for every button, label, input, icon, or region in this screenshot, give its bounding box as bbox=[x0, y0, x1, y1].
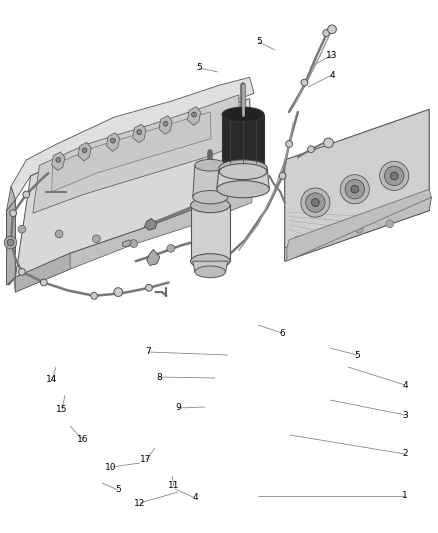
Circle shape bbox=[110, 138, 116, 143]
Polygon shape bbox=[159, 116, 172, 134]
Text: 4: 4 bbox=[192, 494, 198, 503]
Circle shape bbox=[355, 225, 363, 233]
Circle shape bbox=[163, 121, 168, 126]
Text: 5: 5 bbox=[354, 351, 360, 359]
Text: 13: 13 bbox=[326, 51, 338, 60]
Polygon shape bbox=[193, 261, 228, 272]
Text: 14: 14 bbox=[46, 376, 58, 384]
Polygon shape bbox=[222, 115, 264, 168]
Circle shape bbox=[82, 148, 87, 153]
Circle shape bbox=[7, 239, 14, 246]
Circle shape bbox=[130, 240, 138, 247]
Circle shape bbox=[311, 199, 319, 206]
Ellipse shape bbox=[219, 164, 267, 180]
Text: 4: 4 bbox=[402, 381, 408, 390]
Polygon shape bbox=[33, 95, 240, 213]
Circle shape bbox=[56, 157, 61, 163]
Polygon shape bbox=[133, 124, 146, 143]
Text: 4: 4 bbox=[329, 70, 335, 79]
Ellipse shape bbox=[195, 266, 226, 278]
Circle shape bbox=[167, 245, 175, 252]
Polygon shape bbox=[7, 187, 15, 285]
Text: 8: 8 bbox=[156, 373, 162, 382]
Ellipse shape bbox=[217, 181, 269, 198]
Polygon shape bbox=[52, 152, 65, 171]
Text: 2: 2 bbox=[402, 449, 408, 458]
Text: 1: 1 bbox=[402, 491, 408, 500]
Polygon shape bbox=[15, 99, 252, 277]
Circle shape bbox=[307, 146, 314, 152]
Polygon shape bbox=[287, 189, 431, 261]
Ellipse shape bbox=[191, 198, 230, 213]
Text: 15: 15 bbox=[56, 406, 68, 415]
Polygon shape bbox=[285, 197, 431, 261]
Polygon shape bbox=[187, 107, 201, 125]
Circle shape bbox=[92, 235, 100, 243]
Polygon shape bbox=[106, 133, 120, 151]
Circle shape bbox=[40, 279, 47, 286]
Text: 9: 9 bbox=[175, 403, 181, 413]
Circle shape bbox=[324, 138, 333, 148]
Polygon shape bbox=[7, 200, 15, 285]
Circle shape bbox=[91, 293, 98, 299]
Text: 3: 3 bbox=[402, 410, 408, 419]
Ellipse shape bbox=[222, 107, 264, 122]
Circle shape bbox=[345, 180, 364, 199]
Polygon shape bbox=[145, 219, 157, 230]
Text: 12: 12 bbox=[134, 498, 146, 507]
Polygon shape bbox=[78, 142, 91, 161]
Text: 7: 7 bbox=[145, 348, 151, 357]
Circle shape bbox=[386, 220, 394, 228]
Text: 16: 16 bbox=[77, 435, 89, 445]
Circle shape bbox=[137, 130, 142, 135]
Circle shape bbox=[55, 230, 63, 238]
Polygon shape bbox=[11, 77, 254, 200]
Circle shape bbox=[191, 112, 197, 117]
Text: 6: 6 bbox=[279, 328, 285, 337]
Polygon shape bbox=[7, 187, 252, 292]
Ellipse shape bbox=[219, 160, 267, 176]
Circle shape bbox=[323, 30, 330, 36]
Polygon shape bbox=[147, 249, 160, 265]
Circle shape bbox=[23, 191, 30, 198]
Circle shape bbox=[301, 188, 330, 217]
Circle shape bbox=[328, 25, 336, 34]
Polygon shape bbox=[123, 240, 131, 246]
Circle shape bbox=[325, 231, 332, 238]
Text: 11: 11 bbox=[168, 481, 180, 490]
Circle shape bbox=[390, 172, 398, 180]
Circle shape bbox=[294, 236, 302, 244]
Text: 17: 17 bbox=[140, 456, 152, 464]
Polygon shape bbox=[217, 168, 269, 189]
Circle shape bbox=[279, 173, 286, 179]
Text: 5: 5 bbox=[115, 486, 121, 495]
Ellipse shape bbox=[191, 254, 230, 269]
Circle shape bbox=[145, 285, 152, 291]
Circle shape bbox=[385, 166, 404, 185]
Text: 10: 10 bbox=[105, 463, 117, 472]
Circle shape bbox=[301, 79, 308, 86]
Text: 5: 5 bbox=[256, 37, 262, 46]
Circle shape bbox=[18, 269, 25, 275]
Text: 5: 5 bbox=[196, 63, 202, 72]
Circle shape bbox=[380, 161, 409, 190]
Circle shape bbox=[114, 288, 123, 296]
Circle shape bbox=[204, 249, 212, 257]
Circle shape bbox=[351, 185, 359, 193]
Circle shape bbox=[18, 225, 26, 233]
Ellipse shape bbox=[195, 159, 226, 171]
Circle shape bbox=[286, 141, 293, 147]
Circle shape bbox=[4, 236, 17, 249]
Polygon shape bbox=[15, 253, 70, 292]
Ellipse shape bbox=[193, 191, 228, 204]
Circle shape bbox=[10, 210, 17, 216]
Polygon shape bbox=[193, 165, 228, 197]
Circle shape bbox=[340, 175, 369, 204]
Polygon shape bbox=[285, 109, 429, 261]
Polygon shape bbox=[191, 205, 230, 261]
Polygon shape bbox=[52, 112, 211, 192]
Circle shape bbox=[306, 193, 325, 212]
